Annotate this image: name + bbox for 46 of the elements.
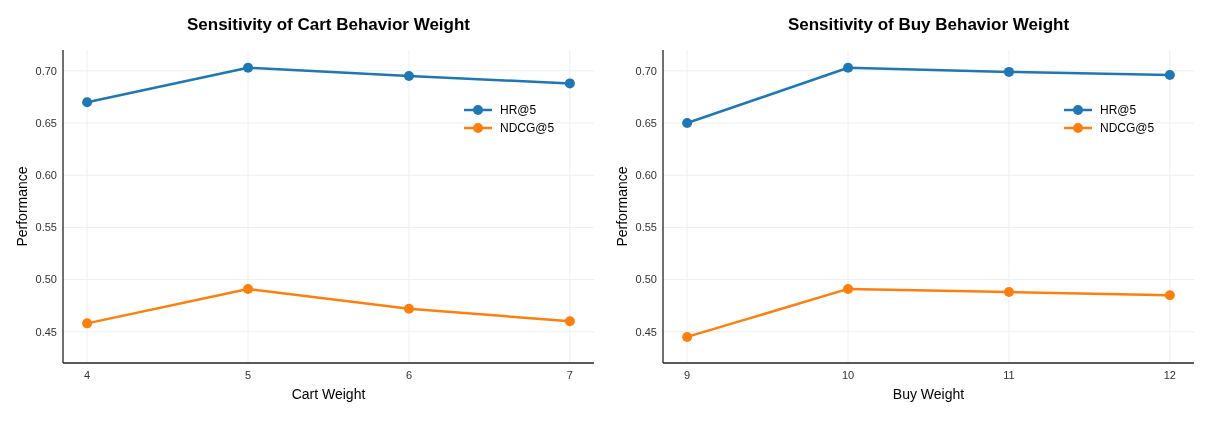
y-tick-label: 0.60 (35, 169, 57, 182)
x-tick-label: 5 (244, 369, 252, 381)
x-tick-label: 10 (841, 369, 855, 381)
legend-label: NDCG@5 (500, 121, 555, 136)
legend-label: NDCG@5 (1100, 121, 1155, 136)
legend-label: HR@5 (1100, 103, 1137, 118)
legend-label: HR@5 (500, 103, 537, 118)
point (82, 318, 93, 329)
point (403, 71, 414, 82)
y-tick-label: 0.65 (635, 116, 657, 129)
y-tick-label: 0.45 (35, 325, 57, 338)
x-axis-title: Cart Weight (291, 386, 366, 402)
point (1003, 66, 1014, 77)
y-axis-title: Performance (614, 166, 630, 247)
point (564, 78, 575, 89)
y-tick-label: 0.50 (35, 273, 57, 286)
x-axis-title: Buy Weight (892, 386, 965, 402)
y-tick-label: 0.45 (635, 325, 657, 338)
chart-title: Sensitivity of Cart Behavior Weight (186, 15, 471, 34)
point (1003, 287, 1014, 298)
y-axis-title: Performance (14, 166, 30, 247)
point (1164, 290, 1175, 301)
point (682, 118, 693, 129)
x-tick-label: 4 (84, 369, 91, 381)
point (82, 97, 93, 108)
point (1164, 70, 1175, 81)
chart-title: Sensitivity of Buy Behavior Weight (787, 15, 1070, 34)
point (682, 331, 693, 342)
point (843, 283, 854, 294)
point (243, 62, 254, 73)
y-tick-label: 0.55 (35, 221, 57, 234)
x-tick-label: 9 (684, 369, 691, 381)
x-tick-label: 11 (1003, 369, 1015, 381)
x-tick-label: 6 (405, 369, 413, 381)
x-tick-label: 12 (1163, 369, 1176, 381)
y-tick-label: 0.50 (635, 273, 657, 286)
point (243, 283, 254, 294)
y-tick-label: 0.70 (635, 64, 657, 77)
x-tick-label: 7 (566, 369, 573, 381)
y-tick-label: 0.70 (35, 64, 57, 77)
point (843, 62, 854, 73)
point (403, 303, 414, 314)
point (564, 316, 575, 327)
y-tick-label: 0.55 (635, 221, 657, 234)
y-tick-label: 0.65 (35, 116, 57, 129)
y-tick-label: 0.60 (635, 169, 657, 182)
